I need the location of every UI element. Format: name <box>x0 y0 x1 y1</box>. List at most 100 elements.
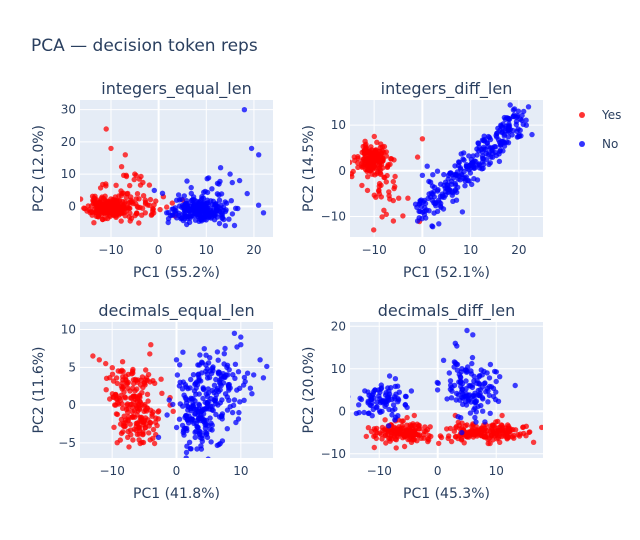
data-point <box>122 152 128 158</box>
data-point <box>229 211 236 217</box>
data-point <box>462 175 468 181</box>
data-point <box>367 153 374 159</box>
data-point <box>183 455 189 458</box>
legend[interactable]: Yes No <box>579 108 621 151</box>
data-point <box>350 395 351 399</box>
data-point <box>139 374 146 380</box>
data-point <box>378 151 385 157</box>
data-point <box>124 204 130 211</box>
data-point <box>195 362 201 368</box>
data-point <box>200 203 206 209</box>
subplot-title: integers_diff_len <box>381 79 513 99</box>
data-point <box>530 439 537 445</box>
data-point <box>388 156 394 162</box>
data-point <box>134 398 141 404</box>
data-point <box>467 383 474 389</box>
data-point <box>527 429 533 435</box>
data-point <box>152 380 158 386</box>
data-point <box>451 382 458 389</box>
data-point <box>407 424 414 430</box>
data-point <box>139 205 146 211</box>
data-point <box>512 382 518 389</box>
data-point <box>159 390 165 396</box>
data-point <box>473 419 479 425</box>
data-point <box>108 145 114 152</box>
data-point <box>373 157 380 163</box>
data-point <box>122 213 128 219</box>
data-point <box>217 400 223 406</box>
data-point <box>255 202 262 208</box>
data-point <box>371 444 377 451</box>
data-point <box>190 207 196 213</box>
data-point <box>356 402 362 408</box>
data-point <box>383 440 389 446</box>
data-point <box>128 194 134 200</box>
data-point <box>188 446 194 452</box>
data-point <box>150 426 157 433</box>
data-point <box>480 165 486 171</box>
data-point <box>230 402 237 408</box>
data-point <box>370 165 376 171</box>
data-point <box>350 171 355 177</box>
data-point <box>148 342 154 348</box>
data-point <box>103 387 109 393</box>
data-point <box>387 435 393 442</box>
data-point <box>190 202 197 208</box>
data-point <box>463 162 470 168</box>
data-point <box>146 430 152 436</box>
data-point <box>186 439 193 445</box>
data-point <box>356 409 362 416</box>
data-point <box>186 207 192 214</box>
data-point <box>147 351 153 357</box>
data-point <box>198 415 205 422</box>
data-point <box>232 375 238 381</box>
data-point <box>464 422 470 428</box>
data-point <box>229 409 236 416</box>
data-point <box>139 401 145 408</box>
legend-item-no[interactable]: No <box>579 137 618 151</box>
data-point <box>203 368 209 374</box>
data-point <box>194 423 200 430</box>
data-point <box>423 428 429 435</box>
data-point <box>382 403 388 409</box>
data-point <box>234 387 240 393</box>
data-point <box>107 200 114 207</box>
data-point <box>472 414 478 421</box>
data-point <box>117 437 124 443</box>
legend-item-yes[interactable]: Yes <box>579 108 621 122</box>
data-point <box>143 367 149 373</box>
data-point <box>231 330 238 336</box>
data-point <box>457 177 463 183</box>
data-point <box>133 196 139 202</box>
data-point <box>377 409 383 415</box>
data-point <box>386 406 392 413</box>
data-point <box>194 210 201 216</box>
data-point <box>477 391 483 397</box>
data-point <box>411 412 417 419</box>
data-point <box>396 195 402 201</box>
data-point <box>99 216 106 223</box>
data-point <box>139 390 145 396</box>
scatter-points <box>350 102 535 233</box>
data-point <box>112 197 119 203</box>
data-point <box>469 159 476 166</box>
data-point <box>380 398 386 405</box>
data-point <box>97 185 104 191</box>
data-point <box>213 201 219 207</box>
data-point <box>414 154 421 160</box>
legend-marker <box>579 141 585 147</box>
data-point <box>210 364 216 370</box>
data-point <box>201 346 207 352</box>
y-tick-label: 30 <box>61 103 76 117</box>
x-tick-label: 10 <box>489 464 504 478</box>
legend-label: Yes <box>601 108 621 122</box>
data-point <box>178 196 185 202</box>
series-no <box>412 102 535 230</box>
data-point <box>219 413 225 419</box>
data-point <box>479 149 485 155</box>
data-point <box>486 161 492 168</box>
data-point <box>93 203 100 209</box>
data-point <box>447 378 454 384</box>
data-point <box>394 383 401 389</box>
data-point <box>362 138 368 144</box>
